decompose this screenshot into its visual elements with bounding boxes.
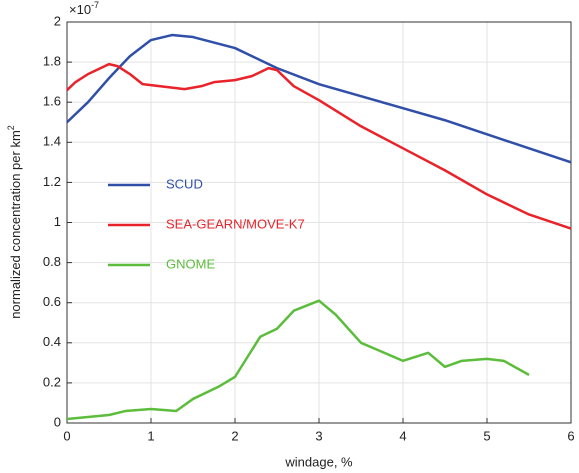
x-tick-label: 4 (399, 428, 406, 443)
x-tick-label: 1 (147, 428, 154, 443)
multiplier-base: ×10 (69, 2, 91, 17)
y-tick-label: 0.6 (43, 294, 61, 309)
x-tick-label: 5 (483, 428, 490, 443)
series-line (66, 62, 572, 230)
series-line (66, 299, 530, 421)
x-tick-label: 3 (315, 428, 322, 443)
y-tick-label: 0.4 (43, 334, 61, 349)
x-tick-label: 2 (231, 428, 238, 443)
legend-label: SEA-GEARN/MOVE-K7 (166, 216, 305, 231)
y-multiplier: ×10-7 (69, 0, 99, 17)
plot-frame (66, 21, 572, 424)
y-axis-label: normalized concentration per km2 (6, 125, 23, 319)
y-tick-label: 1.6 (43, 94, 61, 109)
y-tick-label: 1.4 (43, 134, 61, 149)
x-tick-label: 6 (567, 428, 574, 443)
x-axis-label: windage, % (284, 454, 353, 469)
y-tick-label: 0 (54, 414, 61, 429)
legend-label: GNOME (166, 256, 215, 271)
y-label-superscript: 2 (6, 125, 16, 130)
y-tick-label: 0.8 (43, 254, 61, 269)
y-tick-label: 2 (54, 13, 61, 28)
y-label-text: normalized concentration per km (8, 130, 23, 319)
legend-label: SCUD (166, 176, 203, 191)
multiplier-exponent: -7 (91, 0, 99, 10)
x-tick-label: 0 (63, 428, 70, 443)
y-tick-label: 0.2 (43, 374, 61, 389)
y-tick-label: 1 (54, 214, 61, 229)
y-tick-label: 1.8 (43, 54, 61, 69)
y-tick-label: 1.2 (43, 174, 61, 189)
